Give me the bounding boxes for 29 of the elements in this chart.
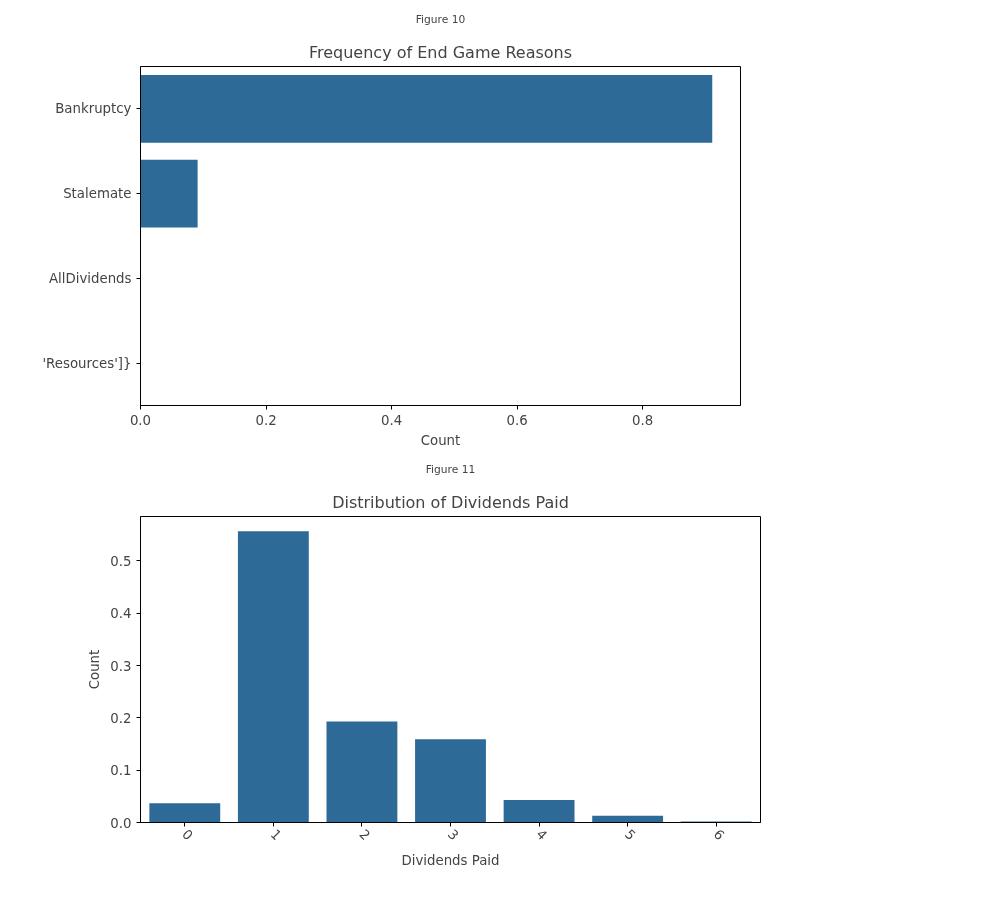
chart-title: Frequency of End Game Reasons (308, 42, 573, 62)
y-tick-label: 0.4 (110, 606, 132, 622)
y-tick-label: 0.3 (110, 658, 132, 674)
y-tick-label: 'Resources']} (42, 355, 132, 371)
x-tick-label: 6 (710, 826, 728, 844)
y-tick-label: AllDividends (48, 270, 132, 286)
y-tick-label: 0.0 (110, 815, 132, 831)
x-tick-label: 2 (356, 826, 373, 844)
y-axis-title: Count (87, 649, 103, 690)
x-tick-label: 5 (621, 826, 639, 844)
x-axis-title: Dividends Paid (401, 852, 500, 868)
x-tick-label: 0.6 (506, 412, 528, 428)
x-tick-label: 1 (267, 826, 285, 844)
x-tick-label: 0.2 (255, 412, 277, 428)
caption: Figure 11 (425, 462, 476, 476)
x-tick-label: 4 (533, 826, 551, 844)
y-tick-label: 0.1 (110, 763, 132, 779)
caption: Figure 10 (415, 12, 466, 26)
x-tick-label: 0.8 (631, 412, 654, 428)
x-tick-label: 3 (444, 826, 462, 844)
y-tick-label: 0.5 (110, 553, 132, 569)
x-axis-title: Count (420, 432, 461, 448)
y-tick-label: Stalemate (63, 186, 132, 202)
y-tick-label: 0.2 (110, 710, 132, 726)
x-tick-label: 0 (179, 826, 196, 844)
y-tick-label: Bankruptcy (55, 101, 132, 117)
chart-title: Distribution of Dividends Paid (332, 492, 569, 512)
x-tick-label: 0.4 (380, 412, 403, 428)
x-tick-label: 0.0 (129, 412, 152, 428)
